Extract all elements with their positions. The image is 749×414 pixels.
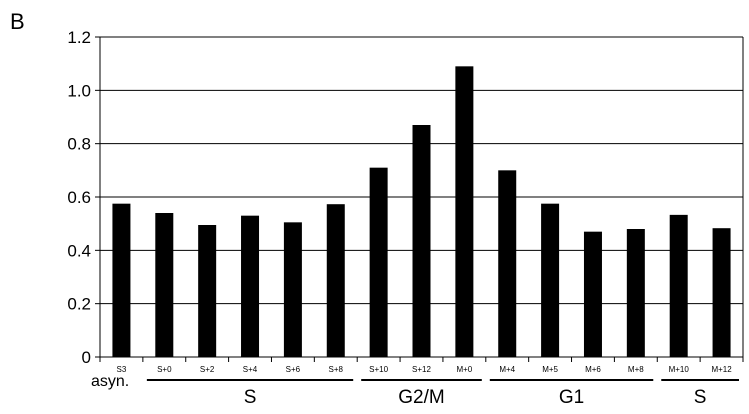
- bar-2: [198, 225, 217, 357]
- x-tick-label-11: M+6: [585, 365, 601, 374]
- x-tick-label-8: M+0: [456, 365, 472, 374]
- y-tick-label-4: 0.8: [67, 135, 91, 154]
- x-tick-label-4: S+6: [286, 365, 301, 374]
- bar-7: [412, 125, 431, 357]
- panel-label: B: [10, 9, 25, 34]
- y-tick-labels: 0 0.2 0.4 0.6 0.8 1.0 1.2: [67, 28, 91, 367]
- asyn-label: asyn.: [91, 373, 129, 390]
- phase-groups: S G2/M G1 S: [146, 379, 739, 408]
- x-tick-label-13: M+10: [669, 365, 690, 374]
- x-tick-label-12: M+8: [628, 365, 644, 374]
- y-tick-label-1: 0.2: [67, 295, 91, 314]
- bar-12: [626, 229, 645, 357]
- x-tick-label-3: S+4: [243, 365, 258, 374]
- y-tick-label-5: 1.0: [67, 81, 91, 100]
- y-tick-label-0: 0: [82, 348, 91, 367]
- x-tick-labels: S3 S+0 S+2 S+4 S+6 S+8 S+10 S+12 M+0 M+4 M+5 M+6 M+8…: [117, 365, 733, 374]
- x-tick-label-9: M+4: [499, 365, 515, 374]
- x-tick-label-6: S+10: [369, 365, 388, 374]
- bar-9: [498, 170, 517, 357]
- axes: [95, 36, 744, 362]
- x-tick-label-14: M+12: [711, 365, 732, 374]
- phase-label-0: S: [244, 387, 257, 408]
- x-tick-label-1: S+0: [157, 365, 172, 374]
- x-tick-label-7: S+12: [412, 365, 431, 374]
- x-tick-label-0: S3: [117, 365, 127, 374]
- bar-4: [283, 222, 302, 357]
- bar-6: [369, 167, 388, 357]
- bars: [112, 66, 731, 357]
- phase-label-1: G2/M: [398, 387, 444, 408]
- bar-14: [712, 228, 731, 357]
- y-tick-label-2: 0.4: [67, 241, 91, 260]
- bar-3: [241, 215, 260, 357]
- x-tick-label-10: M+5: [542, 365, 558, 374]
- bar-10: [541, 203, 560, 357]
- bar-8: [455, 66, 474, 357]
- phase-label-2: G1: [559, 387, 584, 408]
- bar-5: [326, 204, 345, 357]
- bar-13: [669, 214, 688, 357]
- x-tick-label-2: S+2: [200, 365, 215, 374]
- y-tick-label-6: 1.2: [67, 28, 91, 47]
- x-tick-label-5: S+8: [329, 365, 344, 374]
- y-tick-label-3: 0.6: [67, 188, 91, 207]
- phase-label-3: S: [694, 387, 707, 408]
- bar-1: [155, 213, 174, 357]
- bar-0: [112, 203, 131, 357]
- bar-11: [583, 231, 602, 357]
